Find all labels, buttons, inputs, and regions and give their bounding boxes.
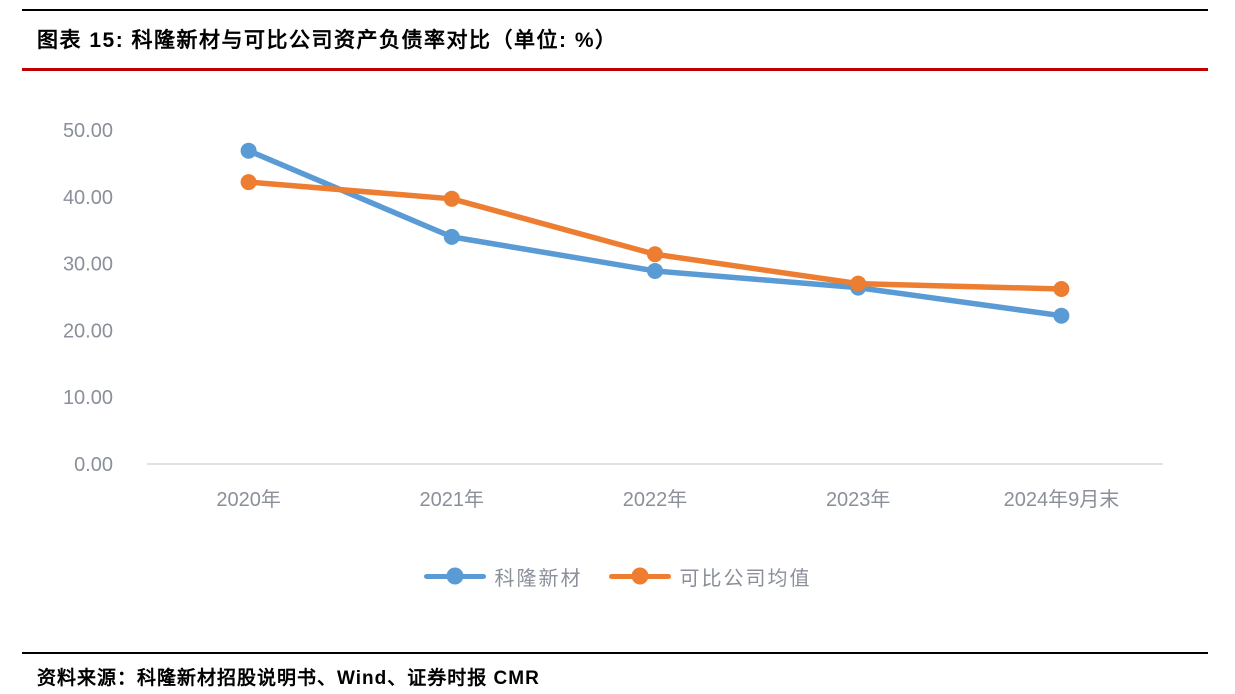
x-tick-label: 2022年 xyxy=(623,488,688,511)
data-point-icon xyxy=(240,174,257,191)
y-tick-label: 10.00 xyxy=(63,387,113,409)
bottom-divider xyxy=(22,652,1208,654)
legend-label-kelong: 科隆新材 xyxy=(494,567,583,590)
data-point-icon xyxy=(647,262,663,279)
y-tick-label: 20.00 xyxy=(63,320,113,342)
data-point-icon xyxy=(240,142,257,159)
source-text: 资料来源：科隆新材招股说明书、Wind、证券时报 CMR xyxy=(37,668,540,689)
title-underline-red xyxy=(22,68,1208,71)
data-point-icon xyxy=(443,190,460,207)
x-tick-label: 2023年 xyxy=(826,488,891,511)
legend-label-comparable-avg: 可比公司均值 xyxy=(679,567,812,590)
legend-line-dot-icon xyxy=(423,567,486,585)
data-point-icon xyxy=(647,246,663,263)
data-point-icon xyxy=(443,228,460,245)
x-tick-label: 2021年 xyxy=(420,488,485,511)
legend-dot-icon xyxy=(631,567,648,585)
y-tick-label: 0.00 xyxy=(74,454,113,476)
top-divider xyxy=(22,9,1208,11)
legend-item-comparable-avg: 可比公司均值 xyxy=(608,562,812,591)
y-tick-label: 50.00 xyxy=(63,120,113,142)
figure-title: 图表 15: 科隆新材与可比公司资产负债率对比（单位: %） xyxy=(37,29,618,52)
legend-dot-icon xyxy=(446,567,463,585)
data-point-icon xyxy=(850,275,867,292)
data-point-icon xyxy=(1053,307,1070,324)
y-tick-label: 40.00 xyxy=(63,187,113,209)
y-tick-label: 30.00 xyxy=(63,254,113,276)
legend-line-dot-icon xyxy=(608,567,671,585)
x-tick-label: 2024年9月末 xyxy=(1004,488,1120,511)
legend-item-kelong: 科隆新材 xyxy=(423,562,583,591)
x-tick-label: 2020年 xyxy=(216,488,281,511)
data-point-icon xyxy=(1053,280,1070,297)
series-line-0 xyxy=(245,147,1065,319)
line-chart: 0.00 10.00 20.00 30.00 40.00 50.00 2020年 2021年 2… xyxy=(63,120,1163,511)
chart-legend: 科隆新材 可比公司均值 xyxy=(0,556,1235,596)
